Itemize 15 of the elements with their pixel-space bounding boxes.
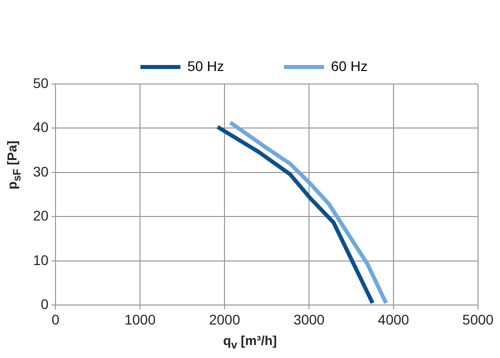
x-tick-label: 3000 <box>293 311 325 328</box>
y-tick-label: 10 <box>32 252 49 268</box>
y-tick-label: 20 <box>32 208 49 224</box>
y-tick-label: 50 <box>32 74 49 91</box>
legend-label: 50 Hz <box>187 58 224 74</box>
y-tick-label: 0 <box>40 296 49 312</box>
y-tick-label: 30 <box>32 163 49 180</box>
legend-label: 60 Hz <box>331 58 368 74</box>
x-axis-title: q$_{v}$ [m³/h] <box>222 333 278 352</box>
y-tick-label: 40 <box>32 119 49 136</box>
x-tick-label: 0 <box>52 311 60 328</box>
x-tick-label: 5000 <box>462 311 494 328</box>
x-tick-label: 1000 <box>124 311 156 328</box>
x-tick-label: 4000 <box>378 311 410 328</box>
x-tick-label: 2000 <box>208 311 240 328</box>
